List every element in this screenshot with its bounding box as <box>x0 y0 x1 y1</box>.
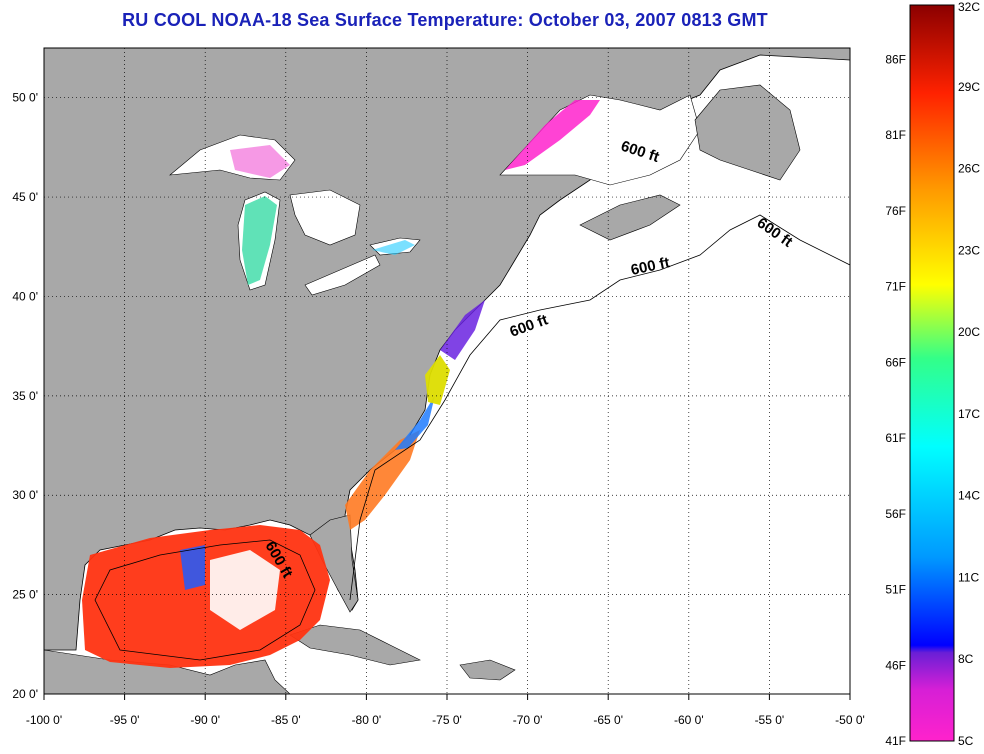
colorbar-fahrenheit-label: 56F <box>885 507 906 521</box>
colorbar-celsius-label: 29C <box>958 80 980 94</box>
colorbar-celsius-label: 17C <box>958 407 980 421</box>
longitude-tick-label: -75 0' <box>432 713 462 727</box>
sst-east-coast-cool <box>395 395 435 450</box>
colorbar-celsius-label: 5C <box>958 734 974 748</box>
longitude-tick-label: -55 0' <box>755 713 785 727</box>
longitude-tick-label: -65 0' <box>593 713 623 727</box>
colorbar-fahrenheit-label: 71F <box>885 280 906 294</box>
longitude-tick-label: -80 0' <box>352 713 382 727</box>
colorbar <box>909 4 955 742</box>
longitude-tick-label: -60 0' <box>674 713 704 727</box>
sst-mid-atlantic <box>425 355 450 405</box>
lake-erie <box>304 254 381 296</box>
colorbar-fahrenheit-label: 46F <box>885 658 906 672</box>
colorbar-fahrenheit-label: 61F <box>885 431 906 445</box>
nova-scotia <box>579 194 681 241</box>
isobath-600ft-gulf <box>94 539 316 661</box>
latitude-tick-label: 50 0' <box>12 91 38 105</box>
colorbar-fahrenheit-label: 66F <box>885 355 906 369</box>
latitude-tick-label: 35 0' <box>12 389 38 403</box>
isobath-600ft <box>349 214 850 601</box>
longitude-tick-label: -95 0' <box>110 713 140 727</box>
colorbar-celsius-label: 32C <box>958 0 980 14</box>
map-title: RU COOL NOAA-18 Sea Surface Temperature:… <box>122 10 768 30</box>
colorbar-fahrenheit-label: 41F <box>885 734 906 748</box>
lake-huron <box>289 189 361 246</box>
colorbar-celsius-label: 23C <box>958 243 980 257</box>
colorbar-fahrenheit-label: 76F <box>885 204 906 218</box>
sst-gulf-of-mexico <box>82 525 330 668</box>
sst-gulf-cloud-gap <box>210 550 280 630</box>
sst-lake-superior <box>230 145 290 178</box>
sst-gulf-cool-patch <box>180 545 205 590</box>
latitude-tick-label: 30 0' <box>12 488 38 502</box>
colorbar-celsius-label: 26C <box>958 162 980 176</box>
colorbar-celsius-label: 8C <box>958 652 974 666</box>
sst-gulf-of-maine <box>440 300 485 360</box>
longitude-tick-label: -70 0' <box>513 713 543 727</box>
sst-east-coast-warm <box>345 430 420 530</box>
longitude-tick-label: -90 0' <box>190 713 220 727</box>
latitude-tick-label: 40 0' <box>12 289 38 303</box>
longitude-tick-label: -100 0' <box>26 713 62 727</box>
florida-peninsula <box>309 514 359 613</box>
colorbar-fahrenheit-label: 86F <box>885 53 906 67</box>
colorbar-celsius-label: 14C <box>958 489 980 503</box>
colorbar-celsius-label: 20C <box>958 325 980 339</box>
colorbar-fahrenheit-label: 81F <box>885 128 906 142</box>
hispaniola <box>459 659 516 681</box>
longitude-tick-label: -85 0' <box>271 713 301 727</box>
colorbar-labels: 41F 46F 51F 56F 61F 66F 71F 76F 81F 86F 5C 8C 11C 14C… <box>885 0 980 748</box>
colorbar-fahrenheit-label: 51F <box>885 583 906 597</box>
longitude-labels: -100 0' -95 0' -90 0' -85 0' -80 0' -75 0' -70… <box>26 694 865 727</box>
cuba <box>289 624 421 666</box>
latitude-labels: 20 0' 25 0' 30 0' 35 0' 40 0' 45 0' 50 0' <box>12 91 38 701</box>
latitude-tick-label: 45 0' <box>12 190 38 204</box>
sst-st-lawrence <box>505 100 600 170</box>
newfoundland <box>694 84 801 181</box>
latitude-tick-label: 25 0' <box>12 588 38 602</box>
latitude-tick-label: 20 0' <box>12 687 38 701</box>
longitude-tick-label: -50 0' <box>835 713 865 727</box>
colorbar-celsius-label: 11C <box>958 570 979 584</box>
sst-lake-michigan <box>242 196 277 285</box>
sst-lake-erie <box>372 240 415 255</box>
